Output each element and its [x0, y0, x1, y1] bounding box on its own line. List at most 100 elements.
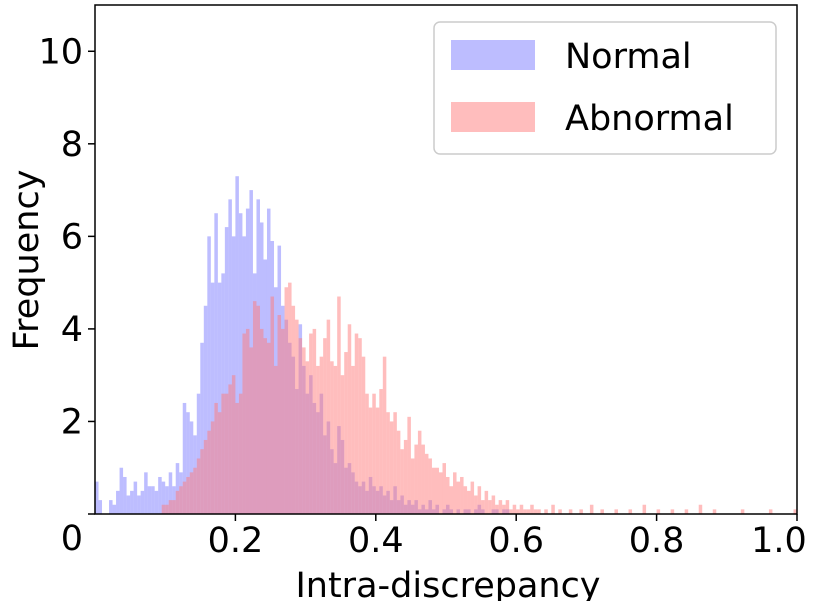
- bar-normal-35: [217, 282, 222, 514]
- bar-abnormal-7: [186, 476, 190, 514]
- bar-abnormal-112: [579, 509, 583, 514]
- bar-abnormal-42: [309, 333, 313, 514]
- bar-normal-31: [203, 305, 208, 514]
- bar-abnormal-73: [417, 430, 422, 514]
- bar-normal-0: [95, 481, 99, 514]
- bar-abnormal-62: [379, 389, 383, 514]
- bar-abnormal-82: [449, 486, 454, 514]
- bar-abnormal-34: [281, 328, 285, 514]
- bar-normal-26: [186, 412, 190, 514]
- bar-abnormal-118: [656, 509, 661, 514]
- bar-abnormal-33: [277, 315, 282, 514]
- bar-abnormal-23: [242, 333, 246, 514]
- bar-abnormal-66: [393, 412, 397, 514]
- legend-swatch-abnormal: [451, 102, 535, 132]
- plot-frame: [94, 4, 798, 515]
- bar-abnormal-28: [259, 328, 264, 514]
- bar-abnormal-72: [414, 444, 418, 514]
- bar-abnormal-103: [523, 509, 527, 514]
- y-tick-label-6: 6: [61, 217, 83, 257]
- bar-abnormal-5: [179, 486, 183, 514]
- bar-abnormal-97: [502, 504, 506, 514]
- bar-normal-40: [235, 176, 239, 514]
- bar-abnormal-55: [354, 333, 359, 514]
- bar-abnormal-15: [214, 402, 218, 514]
- x-axis-label: Intra-discrepancy: [295, 566, 600, 601]
- bar-abnormal-84: [456, 481, 461, 514]
- bar-abnormal-53: [347, 324, 352, 514]
- x-tick-label-0.6: 0.6: [488, 521, 544, 561]
- bar-normal-23: [175, 463, 180, 514]
- bar-normal-6: [116, 490, 120, 514]
- bar-abnormal-69: [403, 439, 408, 514]
- bar-abnormal-94: [491, 495, 496, 514]
- bar-normal-37: [224, 227, 229, 515]
- bar-abnormal-106: [533, 509, 538, 514]
- bar-abnormal-121: [698, 504, 703, 514]
- legend-label-normal: Normal: [565, 37, 692, 77]
- bar-abnormal-41: [305, 361, 310, 514]
- bar-abnormal-8: [189, 472, 194, 514]
- bar-abnormal-87: [467, 490, 471, 514]
- bar-abnormal-86: [463, 486, 468, 514]
- bar-abnormal-116: [628, 509, 633, 514]
- x-axis: 0.2 0.4 0.6 0.8 1.0: [208, 514, 807, 561]
- bar-abnormal-49: [333, 365, 338, 514]
- bar-abnormal-125: [793, 509, 797, 514]
- bar-abnormal-83: [453, 472, 457, 514]
- bar-normal-32: [207, 236, 211, 515]
- bar-normal-19: [161, 481, 166, 514]
- y-axis-label: Frequency: [7, 170, 47, 351]
- bar-abnormal-74: [421, 444, 425, 514]
- bar-abnormal-32: [274, 365, 278, 514]
- bar-normal-38: [228, 199, 232, 514]
- bar-abnormal-29: [263, 338, 267, 514]
- bar-abnormal-79: [438, 472, 443, 514]
- bar-abnormal-40: [302, 347, 306, 514]
- bar-abnormal-12: [203, 439, 208, 514]
- bar-abnormal-67: [396, 430, 401, 514]
- bar-normal-11: [133, 481, 138, 514]
- bar-abnormal-81: [446, 476, 450, 514]
- bar-normal-17: [154, 490, 159, 514]
- bar-abnormal-3: [172, 500, 176, 514]
- bar-normal-33: [210, 282, 215, 514]
- bar-abnormal-117: [642, 504, 647, 514]
- bar-abnormal-11: [200, 449, 204, 514]
- bar-abnormal-35: [284, 287, 289, 514]
- bar-abnormal-109: [551, 504, 555, 514]
- bar-abnormal-88: [470, 481, 475, 514]
- bar-abnormal-64: [386, 412, 390, 514]
- bar-normal-18: [158, 476, 162, 514]
- bar-abnormal-38: [295, 319, 299, 514]
- bar-abnormal-61: [375, 407, 380, 514]
- bar-abnormal-17: [221, 393, 225, 514]
- bar-abnormal-48: [330, 361, 334, 514]
- bar-normal-16: [151, 486, 155, 514]
- bar-abnormal-43: [312, 328, 317, 514]
- bar-abnormal-22: [238, 393, 243, 514]
- bar-normal-34: [214, 213, 218, 515]
- bar-abnormal-100: [512, 504, 517, 514]
- bar-abnormal-96: [498, 500, 503, 514]
- bar-abnormal-98: [505, 500, 510, 514]
- bar-abnormal-68: [400, 449, 404, 514]
- bar-abnormal-65: [389, 421, 394, 514]
- x-tick-label-0.4: 0.4: [348, 521, 404, 561]
- bar-abnormal-99: [509, 509, 513, 514]
- bar-abnormal-39: [298, 338, 303, 514]
- y-tick-label-0: 0: [61, 519, 83, 559]
- bar-abnormal-110: [558, 509, 562, 514]
- bar-abnormal-124: [768, 509, 773, 514]
- legend: Normal Abnormal: [433, 21, 777, 155]
- bar-abnormal-60: [372, 393, 376, 514]
- bar-normal-20: [165, 486, 169, 514]
- bar-abnormal-80: [442, 463, 446, 514]
- y-tick-label-8: 8: [61, 125, 83, 165]
- bar-abnormal-78: [435, 467, 439, 514]
- bar-normal-12: [137, 495, 141, 514]
- bar-abnormal-0: [161, 504, 166, 514]
- bar-abnormal-114: [600, 509, 604, 514]
- bars-layer: [95, 176, 797, 515]
